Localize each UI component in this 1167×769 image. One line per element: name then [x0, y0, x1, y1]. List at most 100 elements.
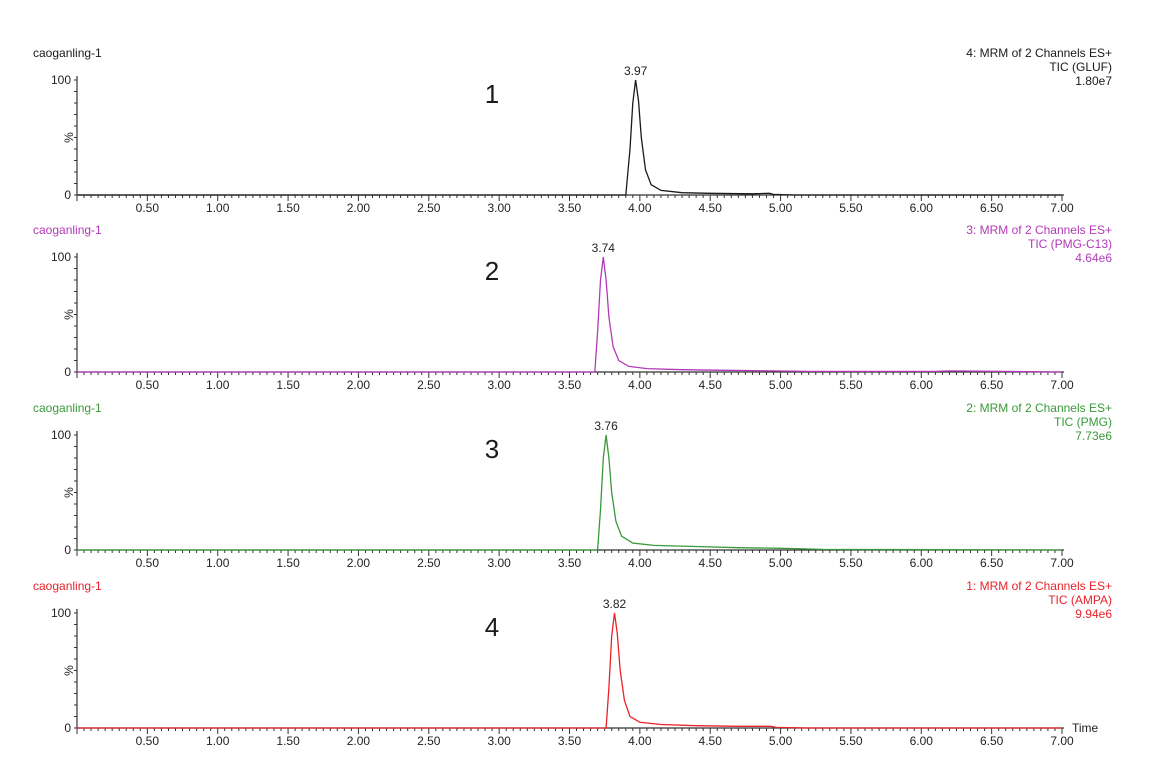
peak-label: 3.76: [594, 419, 618, 433]
x-tick-label: 3.50: [558, 734, 582, 748]
x-tick-label: 4.00: [628, 734, 652, 748]
x-tick-label: 4.50: [699, 556, 723, 570]
y-tick-label-100: 100: [51, 606, 71, 620]
x-tick-label: 2.50: [417, 378, 441, 392]
x-tick-label: 2.50: [417, 734, 441, 748]
trace-line: [77, 612, 1062, 729]
x-tick-label: 2.00: [347, 201, 371, 215]
trace-header-line: TIC (AMPA): [1048, 593, 1112, 607]
x-tick-label: 4.00: [628, 378, 652, 392]
x-tick-label: 7.00: [1050, 734, 1074, 748]
x-tick-label: 2.50: [417, 201, 441, 215]
x-tick-label: 1.00: [206, 556, 230, 570]
y-tick-label-0: 0: [64, 721, 71, 735]
panel-number: 2: [485, 256, 499, 286]
peak-label: 3.82: [603, 597, 627, 611]
x-tick-label: 0.50: [136, 734, 160, 748]
y-axis-label: %: [62, 132, 76, 143]
x-tick-label: 1.00: [206, 201, 230, 215]
x-tick-label: 1.00: [206, 734, 230, 748]
x-tick-label: 2.50: [417, 556, 441, 570]
chromatogram-panel-4: caoganling-1 1: MRM of 2 Channels ES+TIC …: [33, 579, 1112, 748]
x-tick-label: 3.00: [487, 734, 511, 748]
trace-header-line: 4: MRM of 2 Channels ES+: [966, 46, 1112, 60]
y-axis-label: %: [62, 487, 76, 498]
x-tick-label: 6.00: [910, 201, 934, 215]
trace-header-line: TIC (PMG): [1054, 415, 1112, 429]
y-tick-label-0: 0: [64, 365, 71, 379]
y-axis-label: %: [62, 665, 76, 676]
trace-header-line: 3: MRM of 2 Channels ES+: [966, 223, 1112, 237]
chromatogram-panel-2: caoganling-1 3: MRM of 2 Channels ES+TIC …: [33, 223, 1112, 392]
x-tick-label: 6.00: [910, 734, 934, 748]
sample-name: caoganling-1: [33, 46, 102, 60]
x-tick-label: 2.00: [347, 378, 371, 392]
x-tick-label: 5.00: [769, 378, 793, 392]
x-tick-label: 7.00: [1050, 556, 1074, 570]
x-tick-label: 5.50: [839, 556, 863, 570]
x-tick-label: 1.50: [276, 734, 300, 748]
x-tick-label: 5.00: [769, 734, 793, 748]
chromatogram-panel-3: caoganling-1 2: MRM of 2 Channels ES+TIC …: [33, 401, 1112, 570]
x-tick-label: 4.00: [628, 556, 652, 570]
trace-header-line: 4.64e6: [1075, 251, 1112, 265]
y-tick-label-0: 0: [64, 188, 71, 202]
x-tick-label: 4.00: [628, 201, 652, 215]
x-tick-label: 5.00: [769, 201, 793, 215]
trace-line: [77, 79, 1062, 196]
panel-number: 3: [485, 434, 499, 464]
x-tick-label: 5.50: [839, 734, 863, 748]
x-tick-label: 6.50: [980, 556, 1004, 570]
x-tick-label: 2.00: [347, 734, 371, 748]
trace-line: [77, 256, 1063, 373]
x-tick-label: 6.50: [980, 734, 1004, 748]
y-axis-label: %: [62, 309, 76, 320]
panel-number: 4: [485, 612, 499, 642]
chromatogram-panel-1: caoganling-1 4: MRM of 2 Channels ES+TIC …: [33, 46, 1112, 215]
trace-header-line: TIC (GLUF): [1049, 60, 1112, 74]
x-tick-label: 3.00: [487, 378, 511, 392]
x-tick-label: 3.50: [558, 556, 582, 570]
x-tick-label: 5.50: [839, 201, 863, 215]
peak-label: 3.74: [592, 241, 616, 255]
trace-header-line: 2: MRM of 2 Channels ES+: [966, 401, 1112, 415]
sample-name: caoganling-1: [33, 401, 102, 415]
sample-name: caoganling-1: [33, 223, 102, 237]
trace-line: [77, 434, 1063, 551]
peak-label: 3.97: [624, 64, 648, 78]
y-tick-label-0: 0: [64, 543, 71, 557]
x-tick-label: 7.00: [1050, 201, 1074, 215]
x-tick-label: 6.00: [910, 556, 934, 570]
x-tick-label: 0.50: [136, 556, 160, 570]
x-tick-label: 4.50: [699, 378, 723, 392]
x-tick-label: 5.00: [769, 556, 793, 570]
sample-name: caoganling-1: [33, 579, 102, 593]
x-tick-label: 1.50: [276, 378, 300, 392]
x-tick-label: 1.50: [276, 556, 300, 570]
trace-header-line: 1: MRM of 2 Channels ES+: [966, 579, 1112, 593]
x-tick-label: 1.00: [206, 378, 230, 392]
x-axis-label: Time: [1072, 721, 1099, 735]
trace-header-line: 1.80e7: [1075, 74, 1112, 88]
y-tick-label-100: 100: [51, 428, 71, 442]
trace-header-line: TIC (PMG-C13): [1028, 237, 1112, 251]
x-tick-label: 0.50: [136, 201, 160, 215]
x-tick-label: 2.00: [347, 556, 371, 570]
trace-header-line: 9.94e6: [1075, 607, 1112, 621]
x-tick-label: 6.00: [910, 378, 934, 392]
x-tick-label: 3.50: [558, 378, 582, 392]
x-tick-label: 6.50: [980, 378, 1004, 392]
y-tick-label-100: 100: [51, 73, 71, 87]
x-tick-label: 6.50: [980, 201, 1004, 215]
y-tick-label-100: 100: [51, 250, 71, 264]
x-tick-label: 4.50: [699, 201, 723, 215]
trace-header-line: 7.73e6: [1075, 429, 1112, 443]
x-tick-label: 4.50: [699, 734, 723, 748]
x-tick-label: 3.00: [487, 556, 511, 570]
x-tick-label: 3.50: [558, 201, 582, 215]
x-tick-label: 1.50: [276, 201, 300, 215]
x-tick-label: 3.00: [487, 201, 511, 215]
x-tick-label: 7.00: [1050, 378, 1074, 392]
x-tick-label: 5.50: [839, 378, 863, 392]
